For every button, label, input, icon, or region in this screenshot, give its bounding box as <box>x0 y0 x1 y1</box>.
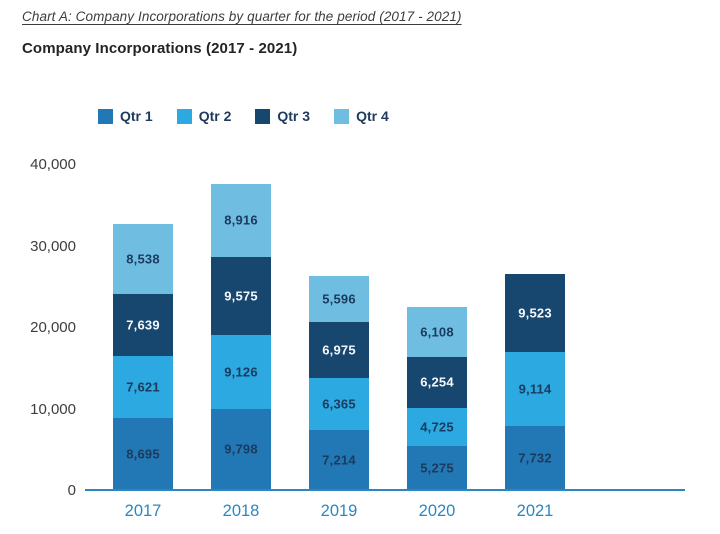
data-label: 6,108 <box>420 324 454 340</box>
bar-2020: 5,275 4,725 6,254 6,108 <box>407 306 467 489</box>
bar-segment-2018-qtr-1: 9,798 <box>211 409 271 489</box>
y-axis: 0 10,000 20,000 30,000 40,000 <box>0 156 76 499</box>
bar-segment-2019-qtr-2: 6,365 <box>309 378 369 431</box>
y-tick-label: 40,000 <box>30 156 76 173</box>
bar-segment-2021-qtr-1: 7,732 <box>505 426 565 489</box>
bar-segment-2020-qtr-3: 6,254 <box>407 356 467 408</box>
legend-item-qtr-4: Qtr 4 <box>334 108 389 124</box>
data-label: 9,798 <box>224 441 258 457</box>
bar-segment-2020-qtr-4: 6,108 <box>407 306 467 357</box>
data-label: 7,621 <box>126 379 160 395</box>
plot-area: 8,695 7,621 7,639 8,538 2017 9,798 9,126 9,575 8… <box>85 165 685 520</box>
legend-label: Qtr 4 <box>356 108 389 124</box>
bar-segment-2017-qtr-4: 8,538 <box>113 224 173 294</box>
data-label: 9,126 <box>224 364 258 380</box>
data-label: 7,732 <box>518 450 552 465</box>
bar-segment-2019-qtr-3: 6,975 <box>309 321 369 379</box>
x-tick-label-2020: 2020 <box>418 502 456 520</box>
data-label: 7,214 <box>322 452 356 468</box>
data-label: 6,365 <box>322 396 356 412</box>
bar-2021: 7,732 9,114 9,523 <box>505 274 565 489</box>
bar-segment-2017-qtr-3: 7,639 <box>113 293 173 357</box>
chart-title: Company Incorporations (2017 - 2021) <box>22 40 298 57</box>
y-tick-label: 30,000 <box>30 237 76 255</box>
y-tick-label: 10,000 <box>30 400 76 418</box>
data-label: 5,596 <box>322 291 356 307</box>
data-label: 7,639 <box>126 317 160 333</box>
x-tick-label-2021: 2021 <box>516 502 554 520</box>
data-label: 9,575 <box>224 288 258 304</box>
bar-segment-2017-qtr-2: 7,621 <box>113 356 173 419</box>
y-tick-label: 0 <box>67 482 76 499</box>
data-label: 4,725 <box>420 419 454 435</box>
legend-label: Qtr 1 <box>120 108 153 124</box>
chart-legend: Qtr 1 Qtr 2 Qtr 3 Qtr 4 <box>98 108 389 124</box>
legend-label: Qtr 2 <box>198 108 232 124</box>
bar-segment-2020-qtr-2: 4,725 <box>407 407 467 446</box>
legend-swatch-icon <box>334 108 350 124</box>
x-tick-label-2019: 2019 <box>320 502 358 520</box>
bar-segment-2018-qtr-3: 9,575 <box>211 256 271 335</box>
legend-item-qtr-3: Qtr 3 <box>255 108 310 124</box>
data-label: 9,523 <box>518 305 552 321</box>
x-axis-line <box>85 489 685 491</box>
legend-swatch-icon <box>176 108 192 124</box>
bar-segment-2021-qtr-2: 9,114 <box>505 351 565 426</box>
data-label: 5,275 <box>420 460 454 475</box>
data-label: 9,114 <box>518 381 552 397</box>
legend-label: Qtr 3 <box>277 108 311 124</box>
bar-segment-2019-qtr-1: 7,214 <box>309 430 369 489</box>
legend-swatch-icon <box>98 108 113 124</box>
bar-2018: 9,798 9,126 9,575 8,916 <box>211 184 271 489</box>
data-label: 8,916 <box>224 212 258 228</box>
bar-segment-2019-qtr-4: 5,596 <box>309 275 369 322</box>
bar-segment-2018-qtr-2: 9,126 <box>211 334 271 410</box>
chart-caption: Chart A: Company Incorporations by quart… <box>22 9 462 24</box>
bar-segment-2021-qtr-3: 9,523 <box>505 274 565 352</box>
x-tick-label-2017: 2017 <box>124 502 162 520</box>
data-label: 6,975 <box>322 342 356 358</box>
legend-item-qtr-2: Qtr 2 <box>176 108 232 124</box>
bar-segment-2017-qtr-1: 8,695 <box>113 418 173 489</box>
data-label: 6,254 <box>420 374 454 390</box>
x-tick-label-2018: 2018 <box>222 502 260 520</box>
y-tick-label: 20,000 <box>30 319 76 336</box>
legend-item-qtr-1: Qtr 1 <box>98 108 153 124</box>
bar-2019: 7,214 6,365 6,975 5,596 <box>309 275 369 489</box>
bar-2017: 8,695 7,621 7,639 8,538 <box>113 224 173 489</box>
legend-swatch-icon <box>255 108 271 124</box>
bar-segment-2020-qtr-1: 5,275 <box>407 446 467 489</box>
data-label: 8,695 <box>126 446 160 462</box>
bar-segment-2018-qtr-4: 8,916 <box>211 184 271 257</box>
data-label: 8,538 <box>126 251 160 267</box>
